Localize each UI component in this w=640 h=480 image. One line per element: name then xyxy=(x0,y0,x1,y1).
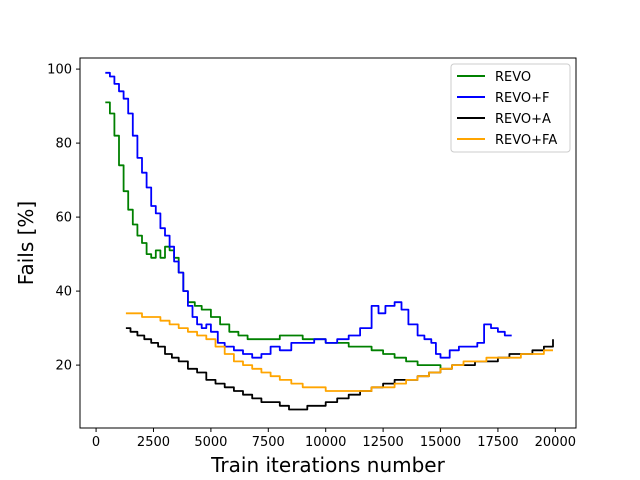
x-tick-label: 0 xyxy=(92,435,100,450)
x-axis-label: Train iterations number xyxy=(210,453,445,477)
y-tick-label: 20 xyxy=(55,359,72,374)
y-tick-label: 60 xyxy=(55,211,72,226)
x-tick-label: 2500 xyxy=(137,435,170,450)
legend-label-revo-a: REVO+A xyxy=(495,112,551,127)
x-tick-label: 20000 xyxy=(535,435,576,450)
x-axis: 0 2500 5000 7500 10000 12500 15000 17500 20000 xyxy=(92,428,576,450)
x-tick-label: 15000 xyxy=(420,435,461,450)
series-line-revo-fa xyxy=(125,312,553,392)
series-line-revo-a xyxy=(125,327,554,411)
legend: REVO REVO+F REVO+A REVO+FA xyxy=(450,63,571,153)
legend-box xyxy=(450,63,571,153)
y-axis: 20 40 60 80 100 xyxy=(47,63,80,374)
x-tick-label: 7500 xyxy=(252,435,285,450)
x-tick-label: 10000 xyxy=(305,435,346,450)
legend-label-revo: REVO xyxy=(495,70,531,85)
y-axis-label: Fails [%] xyxy=(14,201,38,285)
x-tick-label: 12500 xyxy=(362,435,403,450)
y-tick-label: 40 xyxy=(55,285,72,300)
series-line-revo-f xyxy=(105,71,512,359)
legend-label-revo-f: REVO+F xyxy=(495,91,550,106)
series-line-revo xyxy=(105,101,442,369)
x-tick-label: 17500 xyxy=(477,435,518,450)
y-tick-label: 80 xyxy=(55,137,72,152)
plot-frame xyxy=(79,57,577,429)
y-tick-label: 100 xyxy=(47,63,72,78)
legend-label-revo-fa: REVO+FA xyxy=(495,133,557,148)
series-layer xyxy=(105,71,554,411)
x-tick-label: 5000 xyxy=(194,435,227,450)
